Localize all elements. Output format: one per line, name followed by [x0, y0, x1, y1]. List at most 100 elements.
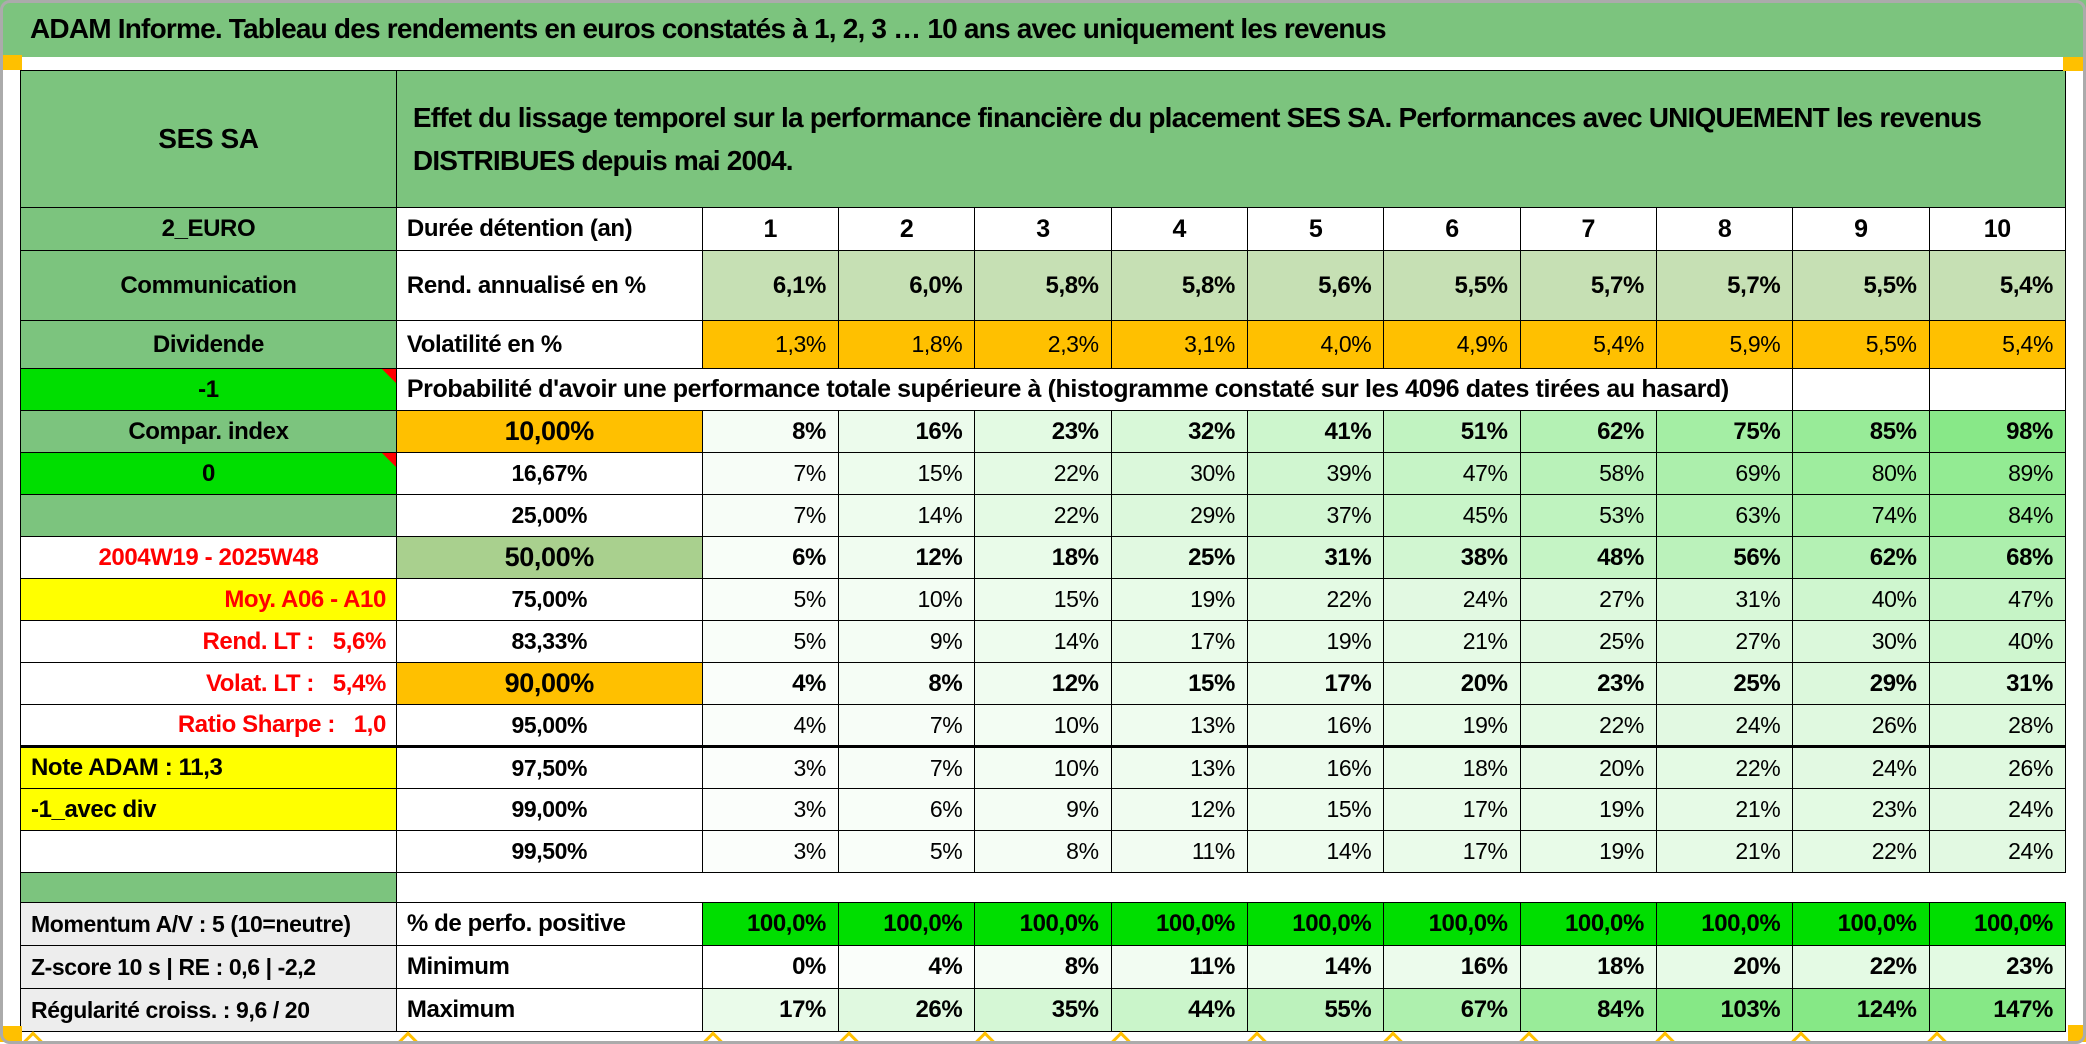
volatility-value-cell[interactable]: 5,9% — [1655, 320, 1794, 369]
metric-label-cell[interactable]: % de perfo. positive — [395, 902, 703, 946]
summary-value-cell[interactable]: 84% — [1519, 988, 1657, 1032]
probability-value-cell[interactable]: 18% — [974, 536, 1112, 579]
probability-value-cell[interactable]: 31% — [1655, 578, 1794, 621]
annualized-value-cell[interactable]: 6,1% — [701, 250, 839, 321]
probability-value-cell[interactable]: 56% — [1655, 536, 1794, 579]
summary-value-cell[interactable]: 100,0% — [1655, 902, 1794, 946]
probability-value-cell[interactable]: 22% — [1519, 704, 1657, 747]
volatility-value-cell[interactable]: 1,3% — [701, 320, 839, 369]
summary-value-cell[interactable]: 35% — [974, 988, 1112, 1032]
probability-value-cell[interactable]: 15% — [1246, 788, 1385, 831]
probability-value-cell[interactable]: 11% — [1110, 830, 1248, 873]
probability-value-cell[interactable]: 5% — [837, 830, 976, 873]
row-label-cell[interactable]: Dividende — [20, 320, 397, 369]
probability-value-cell[interactable]: 21% — [1383, 620, 1521, 663]
probability-value-cell[interactable]: 15% — [974, 578, 1112, 621]
probability-value-cell[interactable]: 28% — [1928, 704, 2067, 747]
volatility-value-cell[interactable]: 4,0% — [1246, 320, 1385, 369]
threshold-cell[interactable]: 99,50% — [395, 830, 703, 873]
summary-value-cell[interactable]: 8% — [974, 945, 1112, 989]
volatility-value-cell[interactable]: 3,1% — [1110, 320, 1248, 369]
probability-value-cell[interactable]: 22% — [1792, 830, 1930, 873]
annualized-value-cell[interactable]: 5,5% — [1383, 250, 1521, 321]
probability-value-cell[interactable]: 9% — [837, 620, 976, 663]
probability-value-cell[interactable]: 21% — [1655, 830, 1794, 873]
probability-value-cell[interactable]: 19% — [1519, 830, 1657, 873]
row-label-cell[interactable]: Régularité croiss. : 9,6 / 20 — [20, 988, 397, 1032]
probability-value-cell[interactable]: 26% — [1792, 704, 1930, 747]
row-label-cell[interactable]: 0 — [20, 452, 397, 495]
row-label-cell[interactable]: Volat. LT : 5,4% — [20, 662, 397, 705]
probability-value-cell[interactable]: 12% — [974, 662, 1112, 705]
row-label-cell[interactable]: 2_EURO — [20, 207, 397, 251]
summary-value-cell[interactable]: 4% — [837, 945, 976, 989]
probability-value-cell[interactable]: 14% — [837, 494, 976, 537]
probability-value-cell[interactable]: 22% — [974, 452, 1112, 495]
summary-value-cell[interactable]: 67% — [1383, 988, 1521, 1032]
probability-value-cell[interactable]: 25% — [1110, 536, 1248, 579]
volatility-value-cell[interactable]: 1,8% — [837, 320, 976, 369]
probability-value-cell[interactable]: 8% — [974, 830, 1112, 873]
probability-value-cell[interactable]: 98% — [1928, 410, 2067, 453]
probability-value-cell[interactable]: 30% — [1792, 620, 1930, 663]
probability-value-cell[interactable]: 31% — [1928, 662, 2067, 705]
probability-value-cell[interactable]: 39% — [1246, 452, 1385, 495]
threshold-cell[interactable]: 16,67% — [395, 452, 703, 495]
summary-value-cell[interactable]: 124% — [1792, 988, 1930, 1032]
row-label-cell[interactable]: Z-score 10 s | RE : 0,6 | -2,2 — [20, 945, 397, 989]
threshold-cell[interactable]: 10,00% — [395, 410, 703, 453]
probability-value-cell[interactable]: 47% — [1928, 578, 2067, 621]
probability-value-cell[interactable]: 3% — [701, 745, 839, 789]
row-label-cell[interactable]: 2004W19 - 2025W48 — [20, 536, 397, 579]
summary-value-cell[interactable]: 100,0% — [1928, 902, 2067, 946]
probability-value-cell[interactable]: 62% — [1519, 410, 1657, 453]
duration-year-cell[interactable]: 10 — [1928, 207, 2067, 251]
probability-value-cell[interactable]: 22% — [1655, 745, 1794, 789]
metric-label-cell[interactable]: Volatilité en % — [395, 320, 703, 369]
duration-year-cell[interactable]: 7 — [1519, 207, 1657, 251]
probability-value-cell[interactable]: 24% — [1928, 788, 2067, 831]
instrument-cell[interactable]: SES SA — [20, 70, 397, 208]
metric-label-cell[interactable]: Maximum — [395, 988, 703, 1032]
probability-value-cell[interactable]: 17% — [1383, 788, 1521, 831]
probability-value-cell[interactable]: 26% — [1928, 745, 2067, 789]
probability-value-cell[interactable]: 7% — [837, 745, 976, 789]
probability-value-cell[interactable]: 13% — [1110, 745, 1248, 789]
summary-value-cell[interactable]: 100,0% — [701, 902, 839, 946]
annualized-value-cell[interactable]: 6,0% — [837, 250, 976, 321]
probability-value-cell[interactable]: 19% — [1519, 788, 1657, 831]
probability-value-cell[interactable]: 38% — [1383, 536, 1521, 579]
threshold-cell[interactable]: 75,00% — [395, 578, 703, 621]
summary-value-cell[interactable]: 100,0% — [974, 902, 1112, 946]
threshold-cell[interactable]: 95,00% — [395, 704, 703, 747]
probability-value-cell[interactable]: 23% — [1792, 788, 1930, 831]
row-label-cell[interactable]: Moy. A06 - A10 — [20, 578, 397, 621]
annualized-value-cell[interactable]: 5,8% — [974, 250, 1112, 321]
annualized-value-cell[interactable]: 5,6% — [1246, 250, 1385, 321]
probability-value-cell[interactable]: 5% — [701, 620, 839, 663]
probability-value-cell[interactable]: 19% — [1110, 578, 1248, 621]
probability-value-cell[interactable]: 20% — [1519, 745, 1657, 789]
summary-value-cell[interactable]: 44% — [1110, 988, 1248, 1032]
probability-value-cell[interactable]: 12% — [837, 536, 976, 579]
probability-value-cell[interactable]: 17% — [1110, 620, 1248, 663]
probability-value-cell[interactable]: 24% — [1792, 745, 1930, 789]
probability-value-cell[interactable]: 14% — [1246, 830, 1385, 873]
probability-value-cell[interactable]: 10% — [974, 745, 1112, 789]
summary-value-cell[interactable]: 14% — [1246, 945, 1385, 989]
probability-value-cell[interactable]: 24% — [1383, 578, 1521, 621]
probability-value-cell[interactable]: 12% — [1110, 788, 1248, 831]
probability-value-cell[interactable]: 10% — [837, 578, 976, 621]
probability-value-cell[interactable]: 13% — [1110, 704, 1248, 747]
summary-value-cell[interactable]: 55% — [1246, 988, 1385, 1032]
probability-value-cell[interactable]: 25% — [1519, 620, 1657, 663]
probability-value-cell[interactable]: 21% — [1655, 788, 1794, 831]
probability-value-cell[interactable]: 40% — [1792, 578, 1930, 621]
probability-value-cell[interactable]: 85% — [1792, 410, 1930, 453]
annualized-value-cell[interactable]: 5,7% — [1655, 250, 1794, 321]
summary-value-cell[interactable]: 100,0% — [1110, 902, 1248, 946]
probability-value-cell[interactable]: 25% — [1655, 662, 1794, 705]
probability-value-cell[interactable]: 22% — [1246, 578, 1385, 621]
summary-value-cell[interactable]: 100,0% — [1246, 902, 1385, 946]
probability-value-cell[interactable]: 3% — [701, 788, 839, 831]
